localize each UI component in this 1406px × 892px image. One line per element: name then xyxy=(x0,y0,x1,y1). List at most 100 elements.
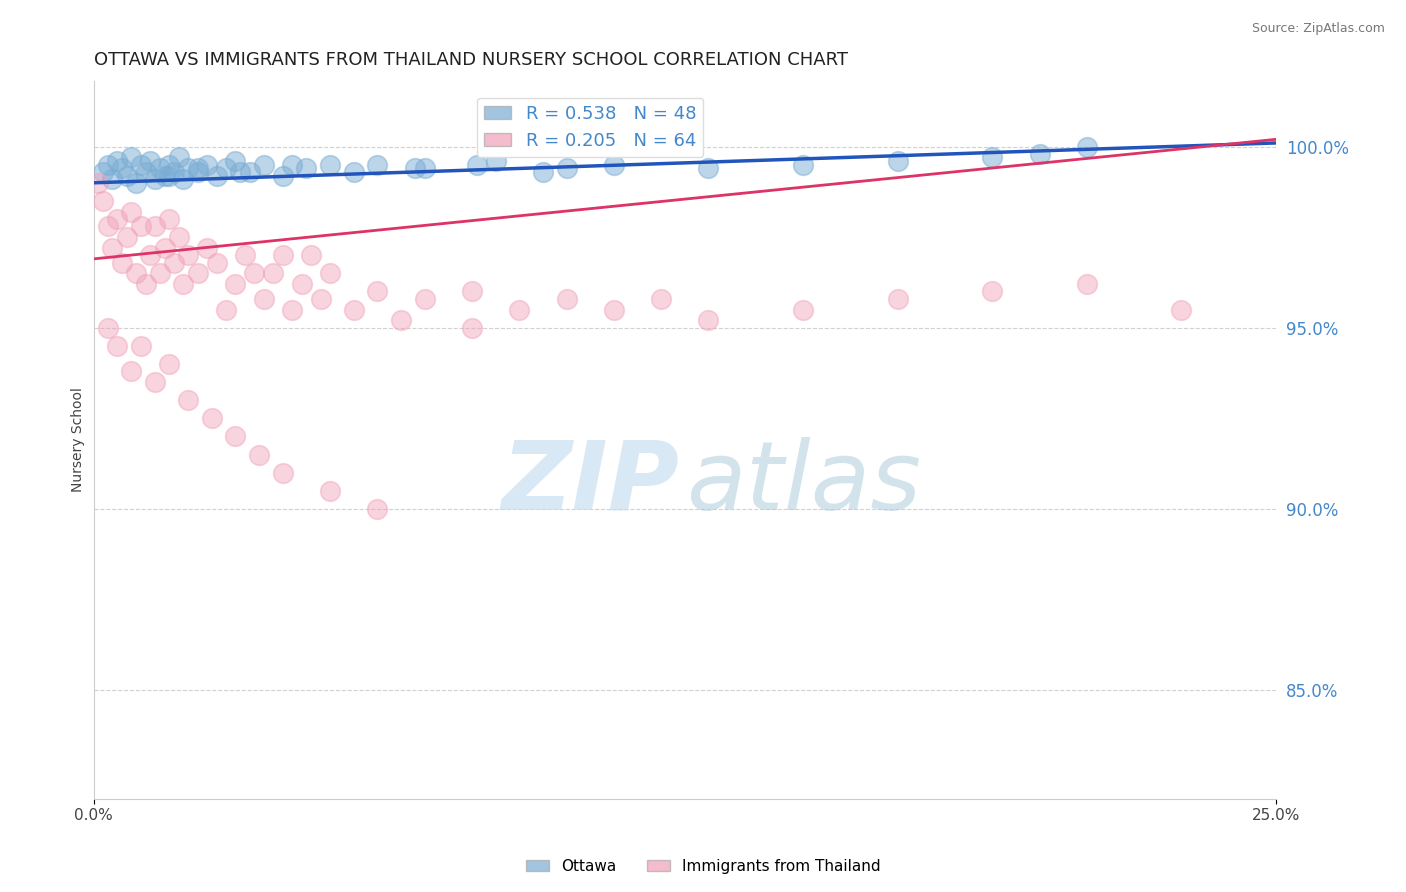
Point xyxy=(461,285,484,299)
Text: ZIP: ZIP xyxy=(502,436,679,530)
Point xyxy=(697,313,720,327)
Point xyxy=(153,241,176,255)
Point xyxy=(309,292,332,306)
Point xyxy=(281,158,304,172)
Point xyxy=(143,172,166,186)
Point xyxy=(650,292,672,306)
Point xyxy=(319,483,342,498)
Point xyxy=(253,158,276,172)
Point xyxy=(224,429,246,443)
Point xyxy=(886,292,908,306)
Point xyxy=(87,176,110,190)
Point xyxy=(366,502,388,516)
Point xyxy=(143,219,166,234)
Point xyxy=(229,165,252,179)
Point xyxy=(281,302,304,317)
Point xyxy=(253,292,276,306)
Point xyxy=(603,158,626,172)
Point xyxy=(343,165,366,179)
Point xyxy=(163,255,186,269)
Point xyxy=(1028,146,1050,161)
Point xyxy=(101,172,124,186)
Point xyxy=(1076,277,1098,292)
Point xyxy=(187,161,209,176)
Point xyxy=(111,161,134,176)
Point xyxy=(167,150,190,164)
Point xyxy=(224,154,246,169)
Point xyxy=(149,161,172,176)
Point xyxy=(224,277,246,292)
Point xyxy=(792,302,814,317)
Point xyxy=(177,393,200,408)
Point xyxy=(792,158,814,172)
Point xyxy=(247,448,270,462)
Point xyxy=(97,158,120,172)
Point xyxy=(101,241,124,255)
Point xyxy=(201,411,224,425)
Point xyxy=(157,357,180,371)
Point xyxy=(886,154,908,169)
Point xyxy=(91,194,114,208)
Point xyxy=(555,292,578,306)
Point xyxy=(97,320,120,334)
Point xyxy=(105,212,128,227)
Point xyxy=(319,266,342,280)
Point xyxy=(195,241,218,255)
Point xyxy=(404,161,426,176)
Y-axis label: Nursery School: Nursery School xyxy=(72,388,86,492)
Point xyxy=(177,161,200,176)
Point xyxy=(1076,139,1098,153)
Point xyxy=(299,248,322,262)
Legend: Ottawa, Immigrants from Thailand: Ottawa, Immigrants from Thailand xyxy=(520,853,886,880)
Point xyxy=(215,161,238,176)
Point xyxy=(366,285,388,299)
Point xyxy=(1170,302,1192,317)
Point xyxy=(125,266,148,280)
Point xyxy=(91,165,114,179)
Point xyxy=(187,165,209,179)
Point xyxy=(120,204,142,219)
Point xyxy=(149,266,172,280)
Point xyxy=(205,169,228,183)
Point xyxy=(262,266,284,280)
Point xyxy=(135,165,157,179)
Point xyxy=(139,154,162,169)
Point xyxy=(129,339,152,353)
Point xyxy=(163,165,186,179)
Point xyxy=(139,248,162,262)
Point xyxy=(105,154,128,169)
Point xyxy=(177,248,200,262)
Point xyxy=(981,285,1004,299)
Point xyxy=(389,313,412,327)
Point xyxy=(461,320,484,334)
Text: Source: ZipAtlas.com: Source: ZipAtlas.com xyxy=(1251,22,1385,36)
Point xyxy=(111,255,134,269)
Point xyxy=(195,158,218,172)
Point xyxy=(135,277,157,292)
Point xyxy=(115,230,138,244)
Point xyxy=(343,302,366,317)
Point xyxy=(508,302,530,317)
Point xyxy=(157,169,180,183)
Point xyxy=(485,154,508,169)
Point xyxy=(366,158,388,172)
Point xyxy=(172,172,194,186)
Text: OTTAWA VS IMMIGRANTS FROM THAILAND NURSERY SCHOOL CORRELATION CHART: OTTAWA VS IMMIGRANTS FROM THAILAND NURSE… xyxy=(94,51,848,69)
Point xyxy=(129,219,152,234)
Point xyxy=(215,302,238,317)
Point xyxy=(413,161,436,176)
Point xyxy=(143,375,166,389)
Point xyxy=(97,219,120,234)
Point xyxy=(157,212,180,227)
Point xyxy=(981,150,1004,164)
Point xyxy=(105,339,128,353)
Point xyxy=(697,161,720,176)
Point xyxy=(125,176,148,190)
Point xyxy=(531,165,554,179)
Point xyxy=(271,169,294,183)
Point xyxy=(153,169,176,183)
Point xyxy=(295,161,318,176)
Point xyxy=(115,169,138,183)
Point xyxy=(603,302,626,317)
Point xyxy=(465,158,488,172)
